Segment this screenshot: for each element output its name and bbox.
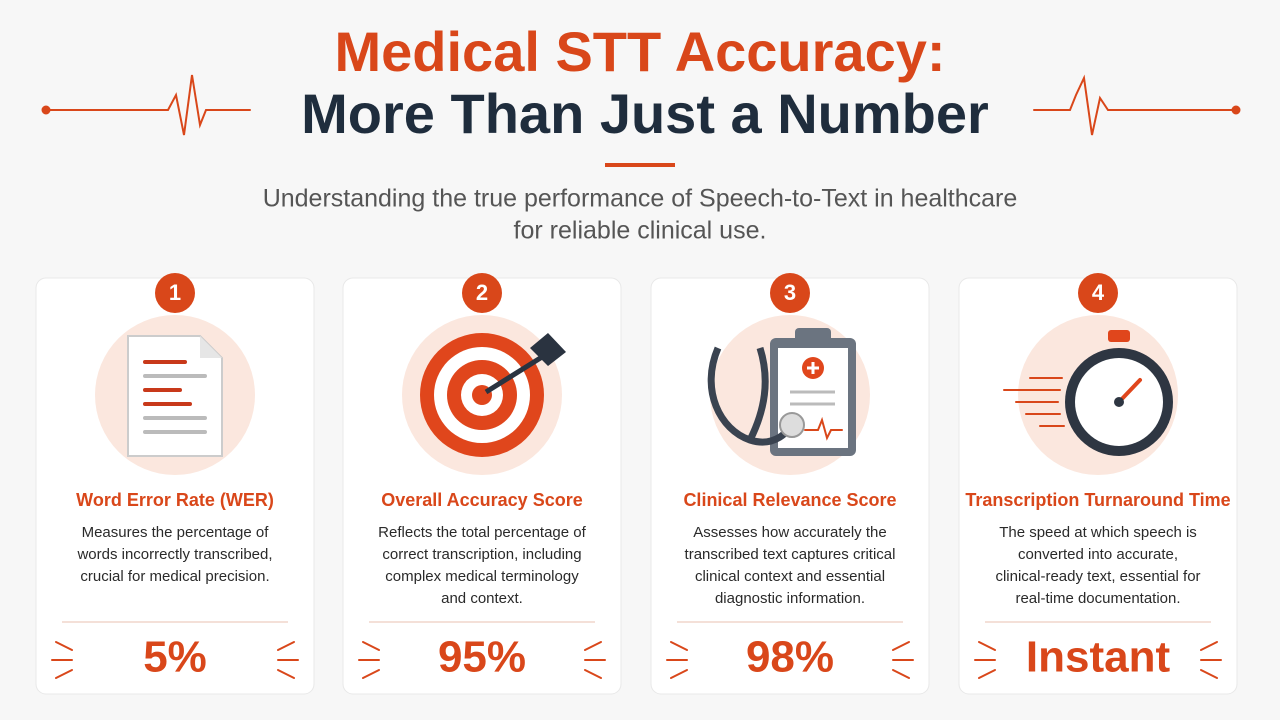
metric-deco (1200, 641, 1222, 679)
card-description: Reflects the total percentage of (378, 524, 586, 541)
number-badge (155, 273, 195, 313)
card-description: The speed at which speech is (999, 524, 1197, 541)
card-description: converted into accurate, (1018, 546, 1178, 563)
icon-clipboard (707, 328, 856, 456)
card-description: Measures the percentage of (82, 524, 270, 541)
card-description: clinical-ready text, essential for (995, 568, 1200, 585)
subtitle-line2: for reliable clinical use. (514, 217, 767, 245)
heartbeat-right (1033, 74, 1241, 136)
icon-target (420, 333, 566, 457)
icon-stopwatch (1003, 330, 1173, 456)
card-title: Clinical Relevance Score (683, 490, 896, 510)
card-description: transcribed text captures critical (685, 546, 896, 563)
card-number: 4 (1092, 280, 1105, 305)
metric-deco (666, 641, 688, 679)
card-number: 2 (476, 280, 488, 305)
metric-deco (277, 641, 299, 679)
card-metric: 95% (438, 633, 526, 682)
icon-document (127, 335, 223, 457)
card-description: correct transcription, including (382, 546, 581, 563)
card-description: complex medical terminology (385, 568, 579, 585)
card-description: crucial for medical precision. (80, 568, 269, 585)
card-title: Transcription Turnaround Time (965, 490, 1230, 510)
card-title: Word Error Rate (WER) (76, 490, 274, 510)
card-description: Assesses how accurately the (693, 524, 886, 541)
subtitle-line1: Understanding the true performance of Sp… (263, 185, 1018, 213)
card-metric: 5% (143, 633, 207, 682)
card-description: real-time documentation. (1015, 590, 1180, 607)
card-description: and context. (441, 590, 523, 607)
card-description: clinical context and essential (695, 568, 885, 585)
metric-deco (584, 641, 606, 679)
title-line2: More Than Just a Number (301, 82, 989, 145)
number-badge (1078, 273, 1118, 313)
title-underline (605, 163, 675, 167)
heartbeat-left (41, 74, 251, 136)
metric-deco (974, 641, 996, 679)
metric-deco (358, 641, 380, 679)
card-title: Overall Accuracy Score (381, 490, 582, 510)
card-metric: 98% (746, 633, 834, 682)
title-line1: Medical STT Accuracy: (334, 20, 945, 83)
card-number: 3 (784, 280, 796, 305)
metric-deco (892, 641, 914, 679)
number-badge (462, 273, 502, 313)
card-metric: Instant (1026, 633, 1171, 682)
card-description: diagnostic information. (715, 590, 865, 607)
card-number: 1 (169, 280, 181, 305)
card-description: words incorrectly transcribed, (76, 546, 272, 563)
metric-deco (51, 641, 73, 679)
number-badge (770, 273, 810, 313)
